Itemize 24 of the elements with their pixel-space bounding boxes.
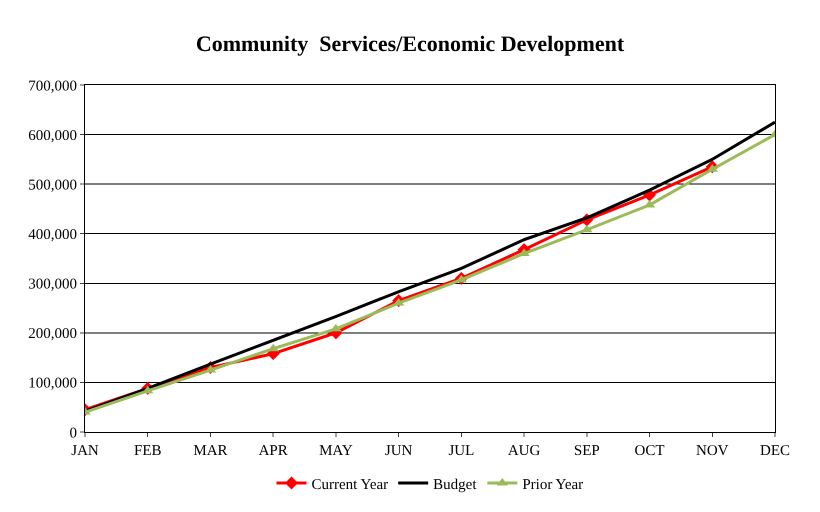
x-tick-label: JAN — [71, 443, 99, 459]
y-tick-label: 0 — [70, 425, 77, 442]
y-tick-label: 200,000 — [28, 326, 77, 342]
legend-label: Current Year — [312, 476, 388, 493]
y-tick-label: 700,000 — [28, 78, 77, 94]
x-tick-label: DEC — [760, 443, 790, 459]
x-tick-label: MAR — [193, 443, 228, 459]
x-tick-label: SEP — [574, 443, 600, 459]
x-tick-label: JUN — [384, 443, 413, 459]
x-tick-label: FEB — [134, 443, 162, 459]
x-tick-label: MAY — [319, 443, 353, 459]
x-tick-label: APR — [258, 443, 288, 459]
y-tick-label: 600,000 — [28, 128, 77, 144]
chart-title: Community Services/Economic Development — [196, 31, 625, 56]
y-tick-label: 100,000 — [28, 376, 77, 392]
y-tick-label: 500,000 — [28, 177, 77, 194]
y-tick-label: 400,000 — [28, 226, 77, 243]
x-tick-label: OCT — [634, 443, 665, 459]
x-tick-label: NOV — [696, 443, 729, 459]
x-tick-label: JUL — [448, 443, 474, 459]
legend-label: Budget — [433, 476, 478, 493]
legend-label: Prior Year — [522, 476, 584, 493]
y-tick-label: 300,000 — [28, 276, 77, 293]
x-tick-label: AUG — [508, 443, 541, 459]
